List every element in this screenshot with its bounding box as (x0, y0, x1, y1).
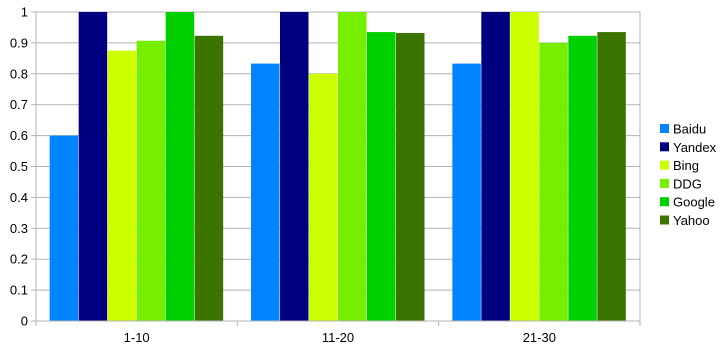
bar-google-21-30 (568, 35, 597, 321)
bar-yandex-1-10 (78, 12, 108, 321)
legend-swatch-bing (660, 160, 669, 170)
y-tick-label: 0.3 (10, 221, 28, 236)
legend-label-ddg: DDG (673, 176, 702, 191)
bar-google-1-10 (165, 12, 195, 321)
bar-baidu-21-30 (452, 63, 481, 322)
bars (49, 12, 626, 322)
y-tick-label: 0.2 (10, 252, 28, 267)
y-tick-label: 0.6 (10, 128, 28, 143)
bar-yandex-11-20 (280, 12, 309, 321)
bar-yahoo-1-10 (194, 35, 224, 321)
legend-label-yahoo: Yahoo (673, 213, 710, 228)
legend-swatch-google (660, 197, 669, 207)
x-tick-label: 1-10 (124, 330, 150, 345)
bar-bing-21-30 (510, 12, 539, 321)
y-tick-label: 0.8 (10, 66, 28, 81)
bar-google-11-20 (367, 32, 396, 322)
legend-swatch-yahoo (660, 215, 669, 225)
y-axis-ticks: 0 0.1 0.2 0.3 0.4 0.5 0.6 0.7 0.8 0.9 1 (10, 5, 36, 329)
bar-bing-1-10 (107, 50, 137, 321)
legend-label-baidu: Baidu (673, 122, 706, 137)
legend-swatch-baidu (660, 124, 669, 133)
y-tick-label: 0.1 (10, 283, 28, 298)
y-tick-label: 0.5 (10, 159, 28, 174)
y-tick-label: 0.7 (10, 97, 28, 112)
x-tick-label: 21-30 (523, 330, 556, 345)
bar-yahoo-11-20 (396, 33, 425, 322)
y-tick-label: 0.9 (10, 35, 28, 50)
bar-ddg-11-20 (338, 12, 367, 321)
legend: Baidu Yandex Bing DDG Google Yahoo (660, 122, 717, 228)
legend-label-yandex: Yandex (673, 140, 717, 155)
x-axis-ticks: 1-10 11-20 21-30 (35, 321, 641, 345)
legend-label-google: Google (673, 195, 715, 210)
legend-swatch-yandex (660, 142, 669, 152)
bar-ddg-21-30 (539, 42, 568, 322)
bar-baidu-1-10 (49, 135, 79, 321)
y-tick-label: 0 (21, 314, 28, 329)
y-tick-label: 0.4 (10, 190, 28, 205)
bar-yandex-21-30 (481, 12, 510, 321)
bar-ddg-1-10 (136, 40, 166, 321)
legend-label-bing: Bing (673, 158, 699, 173)
bar-bing-11-20 (309, 73, 338, 321)
bar-baidu-11-20 (251, 63, 280, 322)
legend-swatch-ddg (660, 178, 669, 188)
y-tick-label: 1 (21, 5, 28, 20)
x-tick-label: 11-20 (322, 330, 354, 345)
bar-yahoo-21-30 (597, 32, 626, 322)
